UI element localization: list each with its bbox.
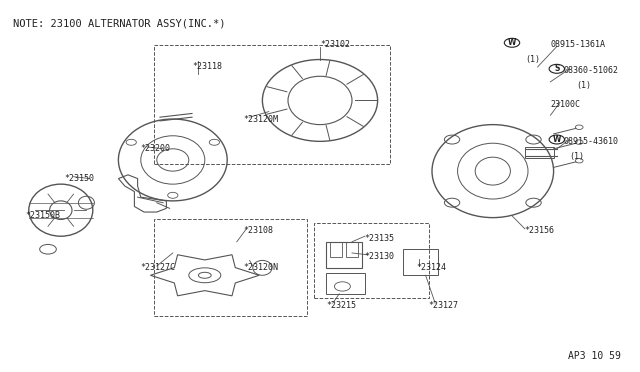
Text: W: W	[552, 135, 561, 144]
Text: *23127C: *23127C	[141, 263, 176, 272]
Text: *23127: *23127	[429, 301, 459, 310]
Text: *23215: *23215	[326, 301, 356, 310]
Text: *23150B: *23150B	[26, 211, 61, 220]
Text: *23130: *23130	[365, 252, 395, 261]
Text: (1): (1)	[525, 55, 540, 64]
Text: *23200: *23200	[141, 144, 171, 153]
Text: *23120M: *23120M	[243, 115, 278, 124]
Text: 23100C: 23100C	[550, 100, 580, 109]
Bar	[330, 242, 342, 257]
Text: (1): (1)	[570, 152, 584, 161]
Text: W: W	[508, 38, 516, 47]
Text: *23150: *23150	[64, 174, 94, 183]
Bar	[403, 249, 438, 275]
Text: NOTE: 23100 ALTERNATOR ASSY(INC.*): NOTE: 23100 ALTERNATOR ASSY(INC.*)	[13, 19, 225, 29]
Text: *23135: *23135	[365, 234, 395, 243]
Text: *23124: *23124	[416, 263, 446, 272]
Text: S: S	[554, 64, 559, 73]
Text: (1): (1)	[576, 81, 591, 90]
Bar	[326, 242, 362, 268]
Text: 08915-1361A: 08915-1361A	[550, 40, 605, 49]
Text: AP3 10 59: AP3 10 59	[568, 351, 621, 361]
Bar	[346, 242, 358, 257]
Bar	[525, 147, 554, 158]
Text: *23102: *23102	[320, 40, 350, 49]
Text: 08915-43610: 08915-43610	[563, 137, 618, 146]
Text: *23156: *23156	[525, 226, 555, 235]
Bar	[326, 273, 365, 294]
Text: *23108: *23108	[243, 226, 273, 235]
Text: *23118: *23118	[192, 62, 222, 71]
Text: 08360-51062: 08360-51062	[563, 66, 618, 75]
Text: *23120N: *23120N	[243, 263, 278, 272]
